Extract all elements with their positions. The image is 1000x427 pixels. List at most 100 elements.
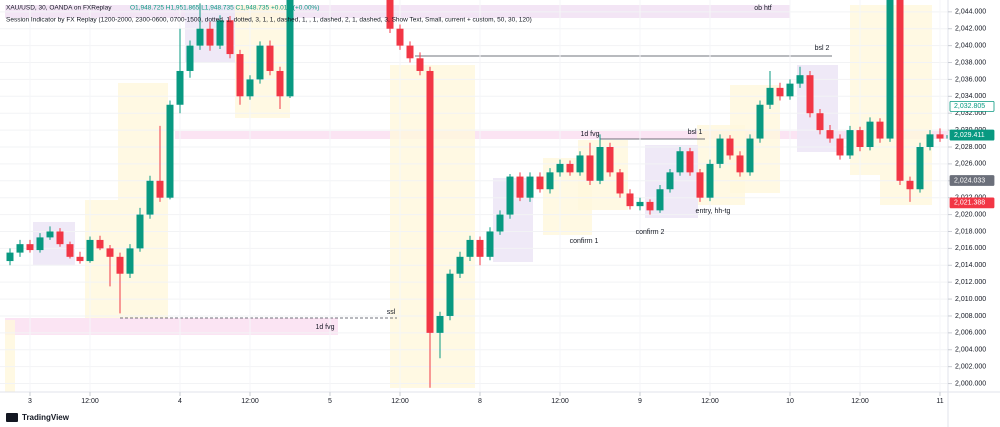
candle-body <box>16 244 24 253</box>
candle-body <box>706 163 714 198</box>
y-tick-label: 2,036.000 <box>955 76 986 83</box>
candle-body <box>516 176 524 198</box>
candle-body <box>826 130 834 139</box>
y-tick-label: 2,012.000 <box>955 279 986 286</box>
annotation: entry, hh-tg <box>696 208 731 215</box>
candle-body <box>236 54 244 97</box>
x-tick-label: 4 <box>178 398 182 405</box>
y-tick-label: 2,014.000 <box>955 262 986 269</box>
y-tick-label: 2,020.000 <box>955 211 986 218</box>
session-box <box>850 5 880 175</box>
candle-body <box>286 0 294 97</box>
price-tag-label: 2,024.033 <box>954 177 985 184</box>
candle-body <box>496 214 504 232</box>
y-tick-label: 2,008.000 <box>955 313 986 320</box>
candle-body <box>256 45 264 80</box>
candle-body <box>276 70 284 97</box>
candle-body <box>166 104 174 198</box>
y-tick-label: 2,000.000 <box>955 380 986 387</box>
candle-body <box>536 176 544 190</box>
candle-body <box>416 58 424 71</box>
y-tick-label: 2,038.000 <box>955 59 986 66</box>
annotation: confirm 2 <box>636 229 665 236</box>
candle-body <box>406 45 414 59</box>
candle-body <box>816 113 824 131</box>
candle-body <box>576 155 584 173</box>
price-tag <box>949 175 995 186</box>
candle-body <box>676 151 684 173</box>
price-tag <box>949 129 995 141</box>
session-box <box>5 320 15 392</box>
candle-body <box>656 189 664 211</box>
x-tick-label: 5 <box>328 398 332 405</box>
candle-body <box>696 172 704 198</box>
y-tick-label: 2,004.000 <box>955 347 986 354</box>
candle-body <box>176 70 184 105</box>
candle-body <box>436 315 444 333</box>
y-tick-label: 2,042.000 <box>955 26 986 33</box>
candle-body <box>136 214 144 249</box>
x-tick-label: 9 <box>638 398 642 405</box>
candle-body <box>446 273 454 316</box>
candle-body <box>836 138 844 156</box>
symbol-title: XAU/USD, 30, OANDA on FXReplay <box>6 5 112 12</box>
zone <box>175 131 948 139</box>
y-tick-label: 2,032.000 <box>955 110 986 117</box>
candle-body <box>586 155 594 181</box>
price-tag <box>949 197 995 209</box>
candle-body <box>216 20 224 46</box>
annotation: bsl 2 <box>815 45 830 52</box>
candle-body <box>156 180 164 198</box>
y-tick-label: 2,002.000 <box>955 363 986 370</box>
candle-body <box>486 231 494 257</box>
candle-body <box>946 135 948 139</box>
y-tick-label: 2,028.000 <box>955 144 986 151</box>
zone <box>5 318 338 335</box>
x-tick-label: 12:00 <box>391 398 409 405</box>
candle-body <box>206 28 214 46</box>
candle-body <box>896 0 904 181</box>
candle-body <box>86 239 94 262</box>
candle-body <box>626 193 634 207</box>
annotation: 1d fvg <box>315 324 334 331</box>
candle-body <box>526 176 534 198</box>
candle-body <box>566 163 574 173</box>
candle-body <box>466 239 474 257</box>
candle-body <box>886 0 894 139</box>
x-tick-label: 12:00 <box>551 398 569 405</box>
candle-body <box>746 138 754 173</box>
candle-body <box>726 138 734 156</box>
candle-body <box>936 134 944 139</box>
annotation: ob htf <box>754 5 772 12</box>
candle-body <box>386 0 394 29</box>
y-tick-label: 2,006.000 <box>955 330 986 337</box>
candle-body <box>636 201 644 207</box>
candle-body <box>846 130 854 156</box>
y-tick-label: 2,040.000 <box>955 42 986 49</box>
y-tick-label: 2,044.000 <box>955 9 986 16</box>
candle-body <box>186 45 194 71</box>
y-tick-label: 2,018.000 <box>955 228 986 235</box>
x-tick-label: 12:00 <box>241 398 259 405</box>
candle-body <box>736 155 744 173</box>
candle-body <box>146 180 154 215</box>
candle-body <box>246 79 254 97</box>
candle-body <box>646 201 654 211</box>
candle-body <box>546 172 554 190</box>
candle-body <box>196 28 204 46</box>
candle-body <box>786 83 794 97</box>
candle-body <box>756 104 764 139</box>
y-tick-label: 2,026.000 <box>955 161 986 168</box>
candle-body <box>426 70 434 333</box>
y-tick-label: 2,010.000 <box>955 296 986 303</box>
candle-body <box>866 121 874 147</box>
price-tag-label: 2,021.388 <box>954 200 985 207</box>
candle-body <box>666 172 674 190</box>
annotation: ssl <box>387 309 396 316</box>
candle-body <box>916 147 924 190</box>
candle-body <box>126 248 134 274</box>
candle-body <box>266 45 274 71</box>
candle-body <box>106 248 114 257</box>
candle-body <box>876 121 884 139</box>
